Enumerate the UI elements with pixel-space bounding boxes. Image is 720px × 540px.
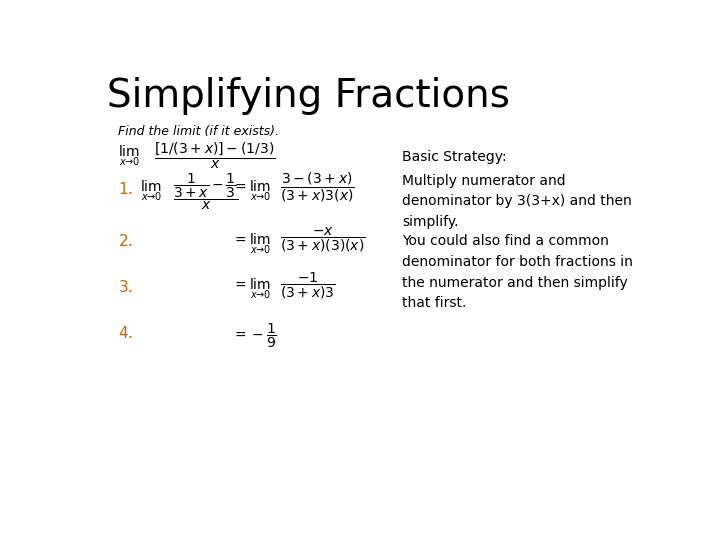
Text: Simplifying Fractions: Simplifying Fractions [107, 77, 510, 115]
Text: $= \lim_{x \to 0}$: $= \lim_{x \to 0}$ [233, 276, 271, 301]
Text: $\dfrac{3 - (3 + x)}{(3 + x)3(x)}$: $\dfrac{3 - (3 + x)}{(3 + x)3(x)}$ [280, 171, 354, 204]
Text: $3.$: $3.$ [118, 279, 133, 295]
Text: $= \lim_{x \to 0}$: $= \lim_{x \to 0}$ [233, 178, 271, 202]
Text: You could also find a common
denominator for both fractions in
the numerator and: You could also find a common denominator… [402, 234, 634, 310]
Text: Find the limit (if it exists).: Find the limit (if it exists). [118, 125, 279, 138]
Text: $4.$: $4.$ [118, 325, 133, 341]
Text: $\lim_{x \to 0}$: $\lim_{x \to 0}$ [140, 178, 163, 202]
Text: $\dfrac{[1/(3 + x)] - (1/3)}{x}$: $\dfrac{[1/(3 + x)] - (1/3)}{x}$ [154, 140, 276, 171]
Text: $\lim_{x \to 0}$: $\lim_{x \to 0}$ [118, 144, 140, 168]
Text: $\dfrac{-1}{(3 + x)3}$: $\dfrac{-1}{(3 + x)3}$ [280, 271, 336, 301]
Text: Multiply numerator and
denominator by 3(3+x) and then
simplify.: Multiply numerator and denominator by 3(… [402, 174, 632, 229]
Text: Basic Strategy:: Basic Strategy: [402, 150, 507, 164]
Text: $\dfrac{-x}{(3 + x)(3)(x)}$: $\dfrac{-x}{(3 + x)(3)(x)}$ [280, 226, 365, 254]
Text: $2.$: $2.$ [118, 233, 133, 249]
Text: $= -\dfrac{1}{9}$: $= -\dfrac{1}{9}$ [233, 322, 277, 350]
Text: $\dfrac{\dfrac{1}{3+x} - \dfrac{1}{3}}{x}$: $\dfrac{\dfrac{1}{3+x} - \dfrac{1}{3}}{x… [173, 171, 238, 212]
Text: $1.$: $1.$ [118, 181, 133, 197]
Text: $= \lim_{x \to 0}$: $= \lim_{x \to 0}$ [233, 231, 271, 256]
